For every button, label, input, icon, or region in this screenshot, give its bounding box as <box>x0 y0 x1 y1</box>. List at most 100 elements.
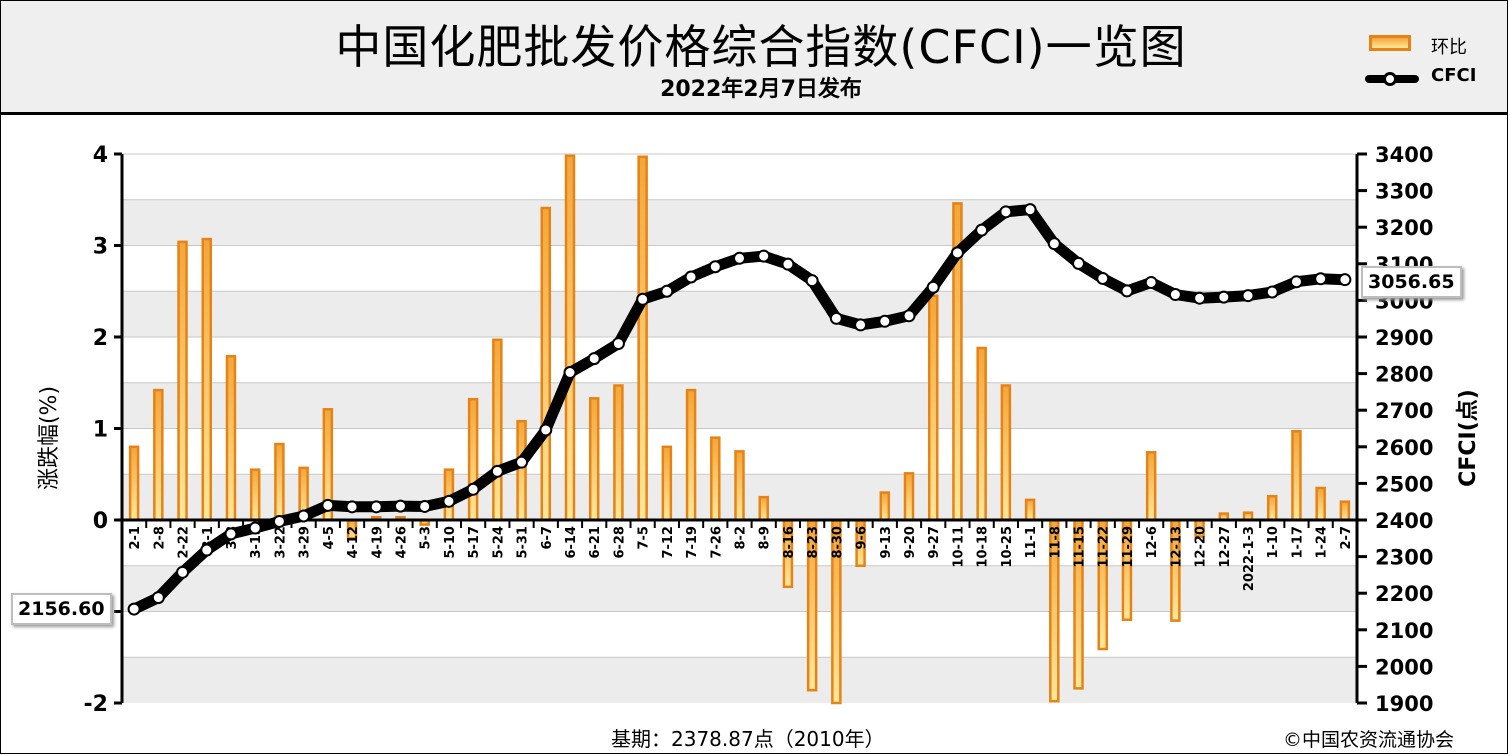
bar <box>758 495 769 522</box>
title-band: 中国化肥批发价格综合指数(CFCI)一览图 2022年2月7日发布 环比 CFC… <box>1 1 1507 115</box>
grid-band <box>122 199 1357 246</box>
bar <box>201 237 213 522</box>
y-right-tick-label: 1900 <box>1375 692 1433 716</box>
legend-bar-swatch <box>1369 35 1411 51</box>
x-tick-label: 4-26 <box>394 526 409 559</box>
x-tick-label: 8-9 <box>758 526 773 550</box>
y-left-tick-label: 1 <box>93 418 108 443</box>
cfci-point <box>248 521 262 535</box>
x-tick-label: 1-17 <box>1290 526 1305 559</box>
grid-band <box>122 657 1357 703</box>
x-tick-label: 11-15 <box>1073 526 1088 568</box>
x-tick-label: 4-12 <box>346 526 361 559</box>
bar <box>128 445 140 522</box>
bar <box>1291 429 1302 522</box>
bar <box>879 491 891 522</box>
cfci-point <box>757 249 771 263</box>
cfci-point <box>733 251 746 265</box>
x-tick-label: 12-20 <box>1194 526 1209 568</box>
bar <box>1315 486 1326 522</box>
bar <box>492 338 503 522</box>
cfci-point <box>1144 275 1158 289</box>
cfci-point <box>708 260 722 274</box>
cfci-point <box>660 284 674 298</box>
legend-line-label: CFCI <box>1431 65 1477 86</box>
x-tick-label: 2-22 <box>177 526 192 559</box>
x-tick-label: 6-7 <box>540 526 555 550</box>
cfci-point <box>466 482 480 496</box>
cfci-point <box>1265 285 1279 299</box>
y-right-tick-label: 3400 <box>1375 143 1433 167</box>
bar <box>564 154 576 522</box>
y-axis-left-title: 涨跌幅(%) <box>37 386 62 490</box>
x-tick-label: 7-26 <box>709 526 724 559</box>
y-right-tick-label: 2200 <box>1375 582 1433 606</box>
x-tick-label: 1-24 <box>1315 526 1330 559</box>
y-left-tick-label: 0 <box>93 509 108 534</box>
cfci-point <box>1338 273 1352 287</box>
cfci-point <box>515 455 529 469</box>
y-left-tick-label: 4 <box>93 143 108 168</box>
cfci-point <box>926 280 940 294</box>
x-tick-label: 6-28 <box>612 526 627 559</box>
cfci-point <box>611 337 625 351</box>
cfci-point <box>950 246 964 260</box>
chart-plot: 43210-2340033003200310030002900280027002… <box>37 143 1481 717</box>
legend-item-bars: 环比 <box>1361 33 1501 63</box>
bar <box>1145 451 1157 522</box>
x-tick-label: 5-31 <box>516 526 531 559</box>
cfci-point <box>442 494 456 508</box>
x-tick-label: 10-11 <box>951 526 966 568</box>
cfci-point <box>418 499 432 513</box>
x-tick-labels: 2-12-82-223-13-83-153-223-294-54-124-194… <box>128 526 1354 591</box>
bar <box>177 240 188 522</box>
x-tick-label: 10-18 <box>976 526 991 568</box>
cfci-point <box>127 602 141 616</box>
x-tick-label: 11-29 <box>1121 526 1136 568</box>
bar <box>1024 498 1036 522</box>
axes: 43210-2340033003200310030002900280027002… <box>84 143 1434 717</box>
cfci-point <box>587 352 601 366</box>
bar <box>274 442 285 522</box>
copyright-note: ©中国农资流通协会 <box>1283 729 1455 751</box>
cfci-point <box>1241 289 1255 303</box>
bar <box>1266 494 1278 522</box>
x-tick-label: 6-21 <box>588 526 603 559</box>
grid-band <box>122 565 1357 612</box>
cfci-point <box>1023 203 1037 217</box>
cfci-point <box>902 309 916 323</box>
x-tick-label: 3-29 <box>298 526 313 559</box>
bar <box>249 468 261 522</box>
cfci-point <box>1120 284 1134 298</box>
cfci-point <box>224 527 238 541</box>
x-tick-label: 3-22 <box>273 526 288 559</box>
x-tick-label: 4-5 <box>322 526 337 550</box>
x-tick-label: 2022-1-3 <box>1242 526 1257 591</box>
x-tick-label: 11-1 <box>1024 526 1039 559</box>
y-axis-right-title: CFCI(点) <box>1455 389 1481 487</box>
legend-bar-label: 环比 <box>1431 37 1467 58</box>
legend: 环比 CFCI <box>1361 33 1501 97</box>
x-tick-label: 5-17 <box>467 526 482 559</box>
legend-item-line: CFCI <box>1361 65 1501 95</box>
x-tick-label: 9-13 <box>879 526 894 559</box>
cfci-point <box>176 565 190 579</box>
bar <box>903 472 915 522</box>
bar <box>685 388 697 522</box>
cfci-point <box>151 591 165 605</box>
cfci-point <box>878 314 892 328</box>
cfci-point <box>1217 290 1231 304</box>
start-value-callout: 2156.60 <box>11 593 112 625</box>
grid-band <box>122 382 1357 429</box>
cfci-point <box>345 500 359 514</box>
x-tick-label: 5-10 <box>443 526 458 559</box>
bar <box>927 294 939 522</box>
bar <box>1000 384 1012 522</box>
x-tick-label: 12-13 <box>1169 526 1184 568</box>
cfci-point <box>369 500 383 514</box>
x-tick-label: 5-24 <box>491 526 506 559</box>
x-tick-label: 2-1 <box>128 526 143 550</box>
bar <box>734 450 745 522</box>
cfci-point <box>781 257 795 271</box>
